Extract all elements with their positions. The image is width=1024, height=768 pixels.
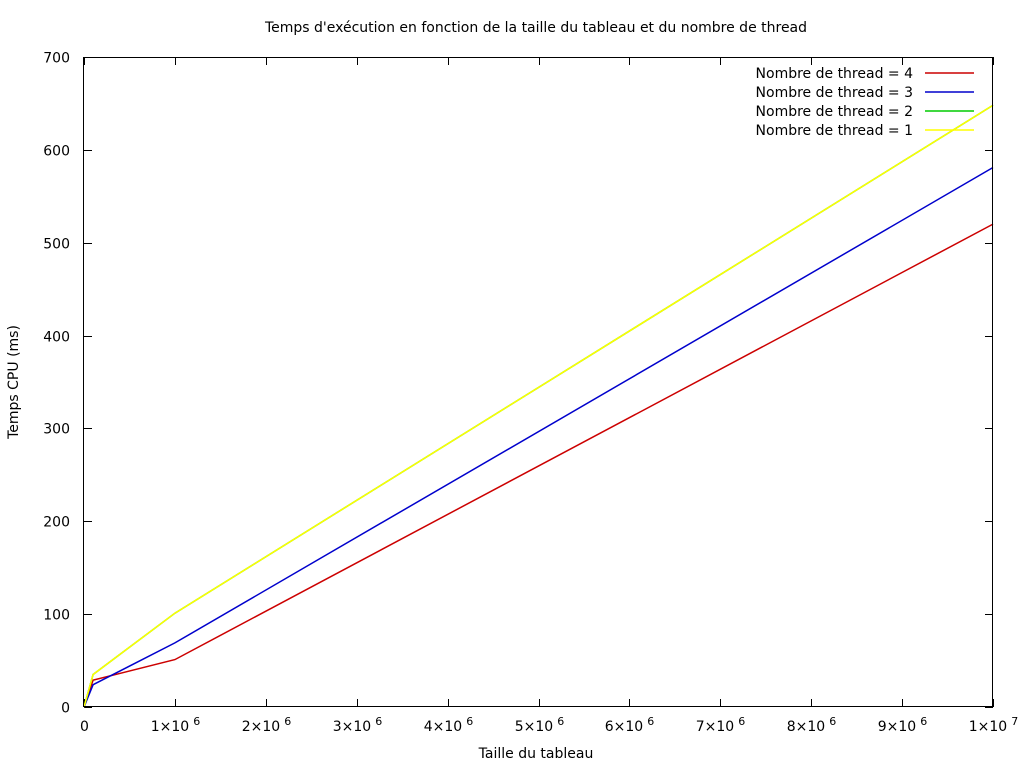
- y-tick-label: 400: [43, 330, 70, 346]
- y-tick-label: 300: [43, 422, 70, 438]
- x-tick-label: 6×10 6: [605, 715, 654, 735]
- x-tick-label: 3×10 6: [333, 715, 382, 735]
- x-tick-label: 1×10 6: [151, 715, 200, 735]
- legend-label: Nombre de thread = 3: [756, 85, 913, 101]
- series-line-4: [83, 104, 994, 708]
- x-tick-label: 8×10 6: [787, 715, 836, 735]
- series-line-1: [83, 223, 994, 708]
- x-tick-label: 0: [80, 719, 89, 735]
- x-tick-label: 5×10 6: [515, 715, 564, 735]
- legend-label: Nombre de thread = 4: [756, 66, 914, 82]
- axis-ticks: 0 100 200 300 400 500 600 700 0 1×10 6 2×10 6 3×10 6 4×…: [43, 51, 1018, 736]
- legend-label: Nombre de thread = 1: [756, 123, 913, 139]
- x-tick-label: 9×10 6: [878, 715, 927, 735]
- series-line-2: [83, 166, 994, 708]
- series-lines: [83, 104, 994, 708]
- y-axis-label: Temps CPU (ms): [6, 325, 22, 440]
- y-tick-label: 600: [43, 144, 70, 160]
- x-axis-label: Taille du tableau: [478, 746, 594, 762]
- x-tick-label: 4×10 6: [424, 715, 473, 735]
- x-tick-label: 1×10 7: [969, 715, 1018, 735]
- y-tick-label: 500: [43, 237, 70, 253]
- y-tick-label: 200: [43, 515, 70, 531]
- x-tick-label: 7×10 6: [696, 715, 745, 735]
- legend: Nombre de thread = 4 Nombre de thread = 3…: [756, 66, 974, 139]
- y-tick-label: 100: [43, 608, 70, 624]
- chart-title: Temps d'exécution en fonction de la tail…: [264, 20, 807, 36]
- plot-frame: [83, 57, 993, 707]
- legend-label: Nombre de thread = 2: [756, 104, 913, 120]
- y-tick-label: 700: [43, 51, 70, 67]
- x-tick-label: 2×10 6: [242, 715, 291, 735]
- y-tick-label: 0: [61, 701, 70, 717]
